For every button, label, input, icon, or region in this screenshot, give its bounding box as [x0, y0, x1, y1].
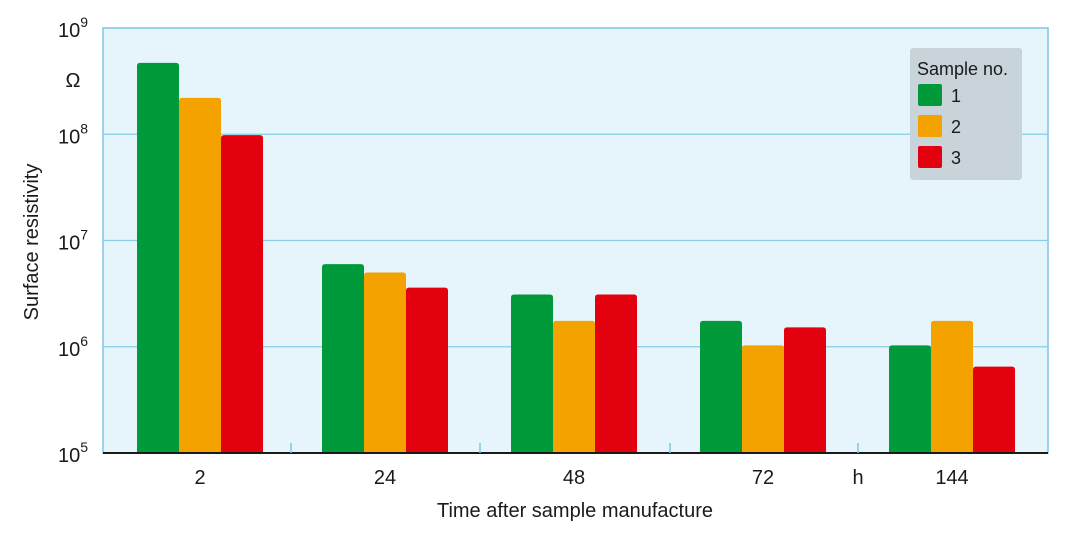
legend-swatch-1 [918, 84, 942, 106]
legend-label: 1 [951, 86, 961, 106]
bar-sample-1-t72 [700, 320, 742, 453]
y-tick-label: 107 [58, 227, 88, 255]
bar-sample-3-t48 [595, 294, 637, 453]
x-tick-label: 144 [935, 467, 968, 489]
x-category-dividers [290, 443, 859, 453]
y-axis-title: Surface resistivity [21, 164, 43, 321]
legend-swatch-2 [918, 115, 942, 137]
y-tick-label: 108 [58, 120, 88, 148]
y-tick-labels: 105 106 107 108 109 [58, 14, 88, 467]
x-axis-title: Time after sample manufacture [437, 500, 713, 522]
bar-sample-3-t24 [406, 287, 448, 453]
x-tick-label: 72 [752, 467, 774, 489]
x-tick-labels: 2 24 48 72 144 [194, 467, 968, 489]
legend-swatch-3 [918, 146, 942, 168]
x-unit-label: h [852, 467, 863, 489]
bar-sample-1-t144 [889, 345, 931, 453]
bar-sample-3-t144 [973, 366, 1015, 453]
bar-sample-1-t24 [322, 264, 364, 453]
y-tick-label: 105 [58, 439, 88, 467]
x-tick-label: 2 [194, 467, 205, 489]
legend-title: Sample no. [917, 59, 1008, 79]
bar-sample-2-t144 [931, 320, 973, 453]
legend-items: 1 2 3 [918, 84, 961, 168]
legend: Sample no. 1 2 3 [910, 48, 1022, 180]
bar-sample-2-t2 [179, 97, 221, 454]
bar-sample-1-t48 [511, 294, 553, 453]
bar-sample-3-t72 [784, 327, 826, 453]
bar-sample-2-t48 [553, 320, 595, 453]
y-tick-label: 106 [58, 333, 88, 361]
bar-sample-2-t72 [742, 345, 784, 453]
legend-label: 2 [951, 117, 961, 137]
y-tick-label: 109 [58, 14, 88, 42]
bar-sample-2-t24 [364, 272, 406, 453]
bars [137, 62, 1015, 454]
bar-sample-3-t2 [221, 135, 263, 453]
x-tick-label: 48 [563, 467, 585, 489]
y-unit-label: Ω [66, 70, 81, 92]
legend-label: 3 [951, 148, 961, 168]
bar-sample-1-t2 [137, 62, 179, 454]
x-tick-label: 24 [374, 467, 396, 489]
